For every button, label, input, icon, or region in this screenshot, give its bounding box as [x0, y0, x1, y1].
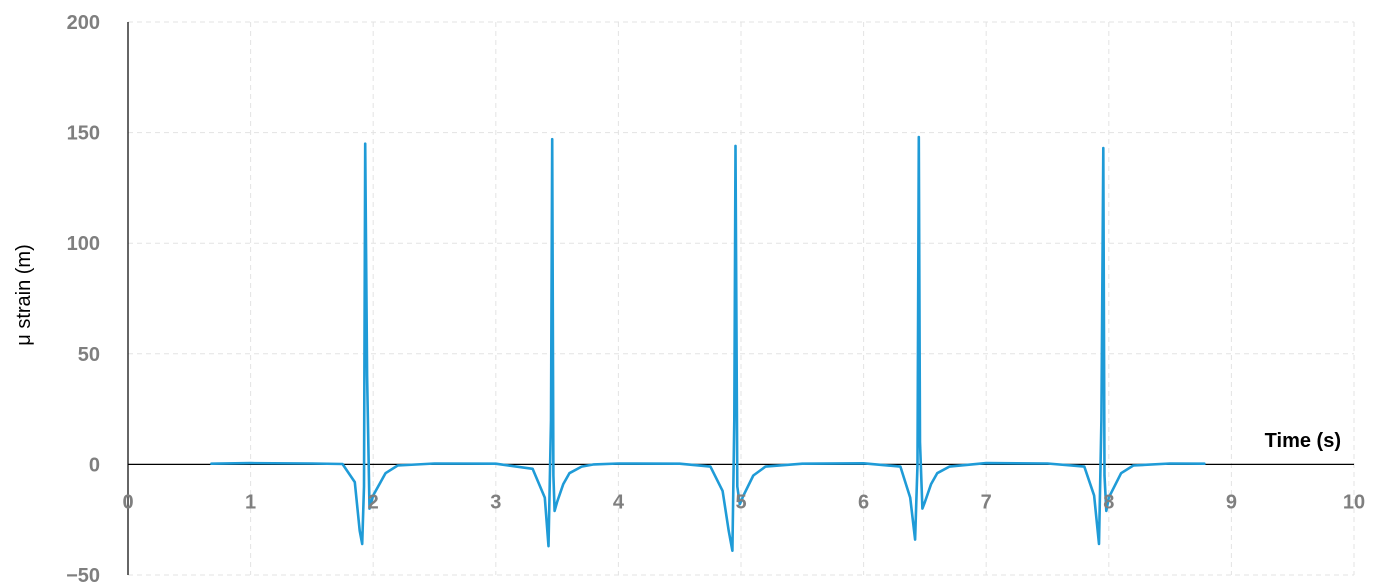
x-tick-label: 7 — [981, 491, 992, 513]
x-tick-label: 8 — [1103, 491, 1114, 513]
x-tick-label: 1 — [245, 491, 256, 513]
series-layer — [210, 135, 1206, 553]
series-line — [210, 135, 1206, 553]
x-tick-label: 3 — [490, 491, 501, 513]
tick-labels: 200 150 100 50 0 −50 0 1 2 3 4 5 6 7 8 9 10 — [66, 12, 1365, 586]
x-tick-label: 5 — [735, 491, 746, 513]
x-tick-label: 4 — [613, 491, 625, 513]
y-tick-label: −50 — [66, 565, 100, 586]
y-tick-label: 150 — [67, 123, 100, 145]
x-tick-label: 2 — [368, 491, 379, 513]
gridlines — [128, 21, 1355, 576]
y-tick-label: 200 — [67, 12, 100, 34]
x-tick-label: 9 — [1226, 491, 1237, 513]
x-tick-label: 10 — [1343, 491, 1365, 513]
y-tick-label: 50 — [78, 344, 100, 366]
y-tick-label: 0 — [89, 454, 100, 476]
x-axis-title: Time (s) — [1265, 430, 1341, 452]
y-axis-title: μ strain (m) — [13, 244, 35, 346]
y-tick-label: 100 — [67, 233, 100, 255]
x-tick-label: 6 — [858, 491, 869, 513]
x-tick-label: 0 — [122, 491, 133, 513]
